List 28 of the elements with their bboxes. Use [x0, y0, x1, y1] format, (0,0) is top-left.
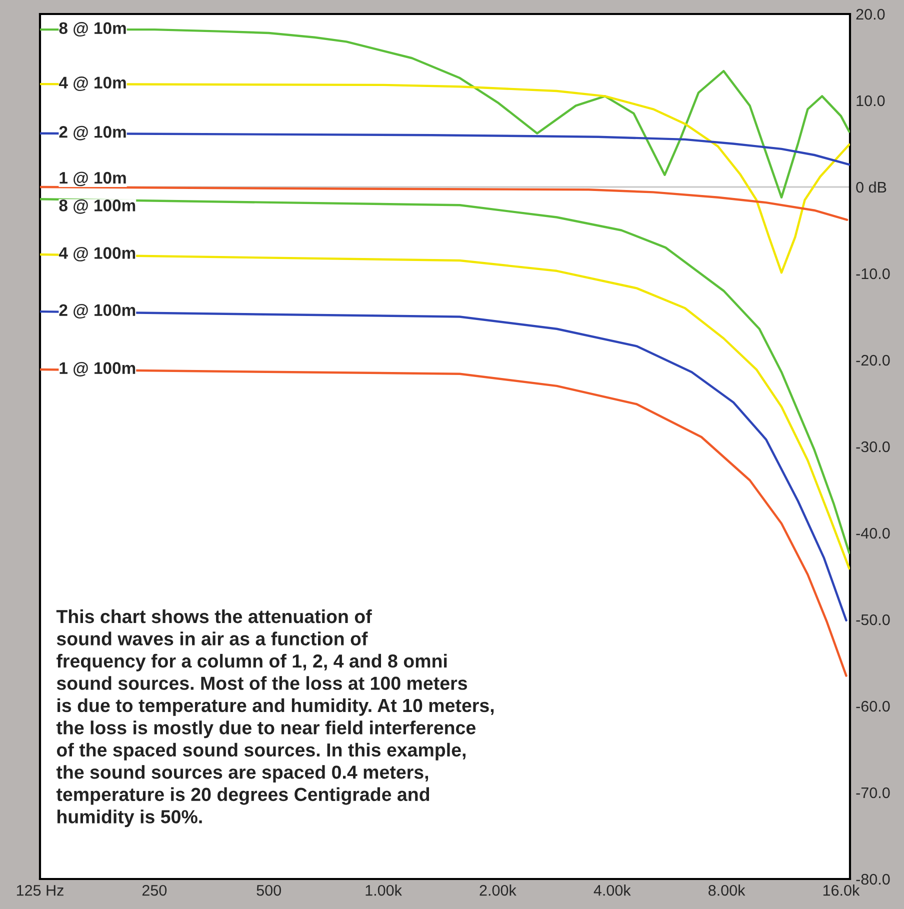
- series-label: 4 @ 100m: [58, 246, 136, 262]
- series-label: 8 @ 10m: [59, 22, 126, 37]
- x-tick-label: 2.00k: [480, 884, 516, 896]
- y-tick-label: -20.0: [856, 354, 890, 366]
- y-tick-label: 0 dB: [856, 181, 886, 193]
- x-tick-label: 500: [256, 884, 281, 896]
- y-tick-label: -60.0: [856, 700, 890, 712]
- y-tick-label: -70.0: [856, 787, 890, 798]
- x-tick-label: 4.00k: [594, 884, 631, 896]
- series-label: 8 @ 100m: [59, 199, 136, 214]
- y-tick-label: -10.0: [856, 268, 890, 280]
- x-tick-label: 8.00k: [708, 884, 746, 896]
- x-tick-label: 16.0k: [823, 884, 860, 896]
- series-label: 1 @ 10m: [60, 172, 126, 186]
- series-label: 1 @ 100m: [60, 362, 136, 376]
- y-tick-label: -80.0: [856, 874, 890, 885]
- y-tick-label: -40.0: [856, 528, 890, 539]
- x-tick-label: 250: [142, 884, 167, 896]
- series-label: 4 @ 10m: [58, 76, 126, 92]
- y-tick-label: 10.0: [856, 95, 885, 106]
- series-label: 2 @ 100m: [59, 304, 136, 319]
- y-tick-label: -50.0: [856, 614, 890, 626]
- text: This chart shows the attenuation of sound waves in air as a function of frequency for a column of 1, 2, 4 and 8 omni sound sources. Most of the loss at 100 meters is due to temperature and humidity. At 10 meters, the loss is mostly due to near field interference of the spaced sound sources. In this example, the sound sources are spaced 0.4 meters, temperature is 20 degrees Centigrade and humidity is 50%.: [56, 609, 494, 828]
- x-tick-label: 1.00k: [366, 884, 402, 896]
- series-label: 2 @ 10m: [59, 126, 126, 140]
- y-tick-label: -30.0: [856, 441, 890, 452]
- y-tick-label: 20.0: [856, 8, 885, 20]
- x-tick-label: 125 Hz: [16, 884, 64, 896]
